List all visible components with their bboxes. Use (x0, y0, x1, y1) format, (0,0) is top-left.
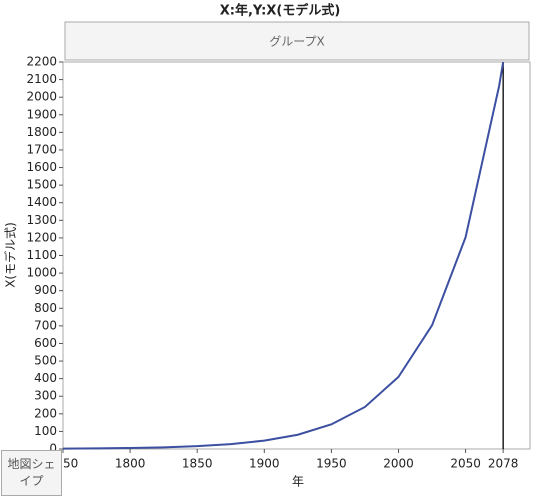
y-tick-label: 200 (34, 406, 57, 420)
x-tick-label: 2078 (488, 457, 519, 471)
y-tick-label: 900 (34, 283, 57, 297)
y-tick-label: 400 (34, 371, 57, 385)
y-tick-label: 1400 (26, 195, 57, 209)
x-tick-label: 2050 (450, 457, 481, 471)
y-tick-label: 1700 (26, 142, 57, 156)
x-tick-label: 1850 (182, 457, 213, 471)
x-tick-label: 2000 (383, 457, 414, 471)
y-tick-label: 300 (34, 389, 57, 403)
x-tick-label: 1800 (115, 457, 146, 471)
y-tick-label: 2100 (26, 72, 57, 86)
y-tick-label: 800 (34, 301, 57, 315)
group-label: グループX (269, 35, 325, 49)
y-tick-label: 0 (49, 442, 57, 456)
y-tick-label: 1500 (26, 178, 57, 192)
group-header (64, 21, 530, 61)
y-tick-label: 1200 (26, 230, 57, 244)
y-tick-label: 1800 (26, 125, 57, 139)
y-tick-label: 1900 (26, 107, 57, 121)
y-tick-label: 100 (34, 424, 57, 438)
chart-title: X:年,Y:X(モデル式) (220, 3, 341, 19)
plot-frame (62, 61, 531, 450)
y-tick-label: 700 (34, 318, 57, 332)
y-tick-label: 500 (34, 354, 57, 368)
y-axis-label: X(モデル式) (3, 222, 18, 288)
y-tick-label: 1100 (26, 248, 57, 262)
y-tick-label: 600 (34, 336, 57, 350)
x-axis-label: 年 (292, 475, 304, 489)
x-tick-label: 1950 (316, 457, 347, 471)
line-series (62, 61, 505, 450)
y-tick-label: 2000 (26, 90, 57, 104)
y-tick-label: 2200 (26, 55, 57, 69)
x-tick-label: 1900 (249, 457, 280, 471)
y-tick-label: 1600 (26, 160, 57, 174)
map-shape-box[interactable]: 地図シェイプ (1, 450, 62, 496)
y-tick-label: 1300 (26, 213, 57, 227)
y-tick-label: 1000 (26, 266, 57, 280)
